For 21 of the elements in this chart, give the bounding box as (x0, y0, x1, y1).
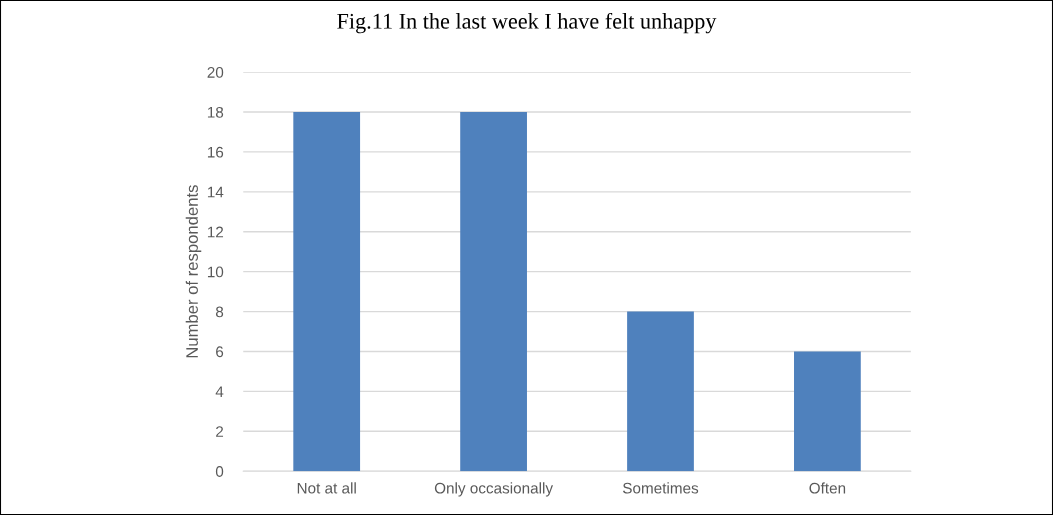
x-tick-label: Sometimes (622, 482, 699, 494)
y-tick-label: 10 (207, 266, 224, 278)
y-tick-label: 14 (207, 186, 224, 198)
y-tick-label: 18 (207, 106, 224, 118)
y-axis-title: Number of respondents (185, 185, 202, 358)
x-tick-label: Often (809, 482, 846, 494)
y-tick-label: 0 (215, 466, 224, 477)
y-tick-label: 6 (216, 346, 224, 358)
x-tick-label: Only occasionally (434, 482, 554, 497)
y-tick-label: 2 (216, 426, 224, 437)
y-tick-label: 12 (207, 226, 224, 238)
y-tick-label: 4 (215, 386, 224, 397)
bar (293, 112, 361, 472)
y-tick-label: 20 (207, 66, 224, 78)
chart-title: Fig.11 In the last week I have felt unhappy (337, 12, 717, 34)
y-tick-label: 8 (215, 306, 224, 318)
bar (794, 351, 861, 472)
bar (627, 311, 694, 472)
bar (460, 112, 527, 472)
y-tick-label: 16 (207, 146, 224, 158)
x-tick-label: Not at all (297, 482, 356, 494)
